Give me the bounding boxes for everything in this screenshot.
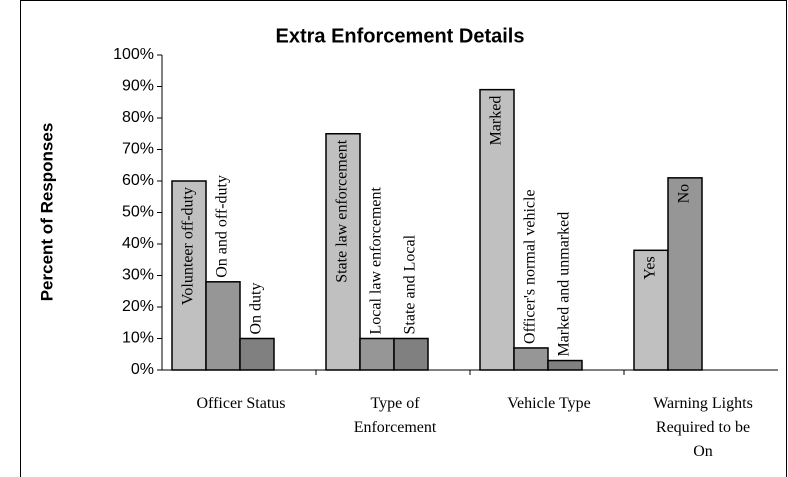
bar [239,337,275,371]
bar [205,281,241,371]
chart-frame [20,0,787,477]
y-tick-label: 20% [122,298,154,315]
y-tick-label: 40% [122,235,154,252]
bar-label: On duty [248,283,265,335]
chart-title: Extra Enforcement Details [276,25,525,47]
bar-label: State law enforcement [334,139,351,283]
y-tick-label: 70% [122,141,154,158]
y-tick-label: 10% [122,330,154,347]
bar [479,88,515,371]
bar [547,359,583,371]
bar-label: Local law enforcement [368,186,385,334]
bar [393,337,429,371]
bar-label: Volunteer off-duty [180,187,197,305]
bar [667,177,703,371]
y-tick-label: 90% [122,78,154,95]
bar-label: No [676,184,693,204]
y-tick-label: 60% [122,172,154,189]
y-tick-label: 100% [113,46,154,63]
bar-label: State and Local [402,234,419,334]
y-tick-label: 50% [122,204,154,221]
bar-label: Officer's normal vehicle [522,189,539,344]
category-label: Warning Lights Required to be On [653,395,753,460]
bar [513,347,549,371]
y-tick-label: 80% [122,109,154,126]
bar-label: Marked [488,96,505,146]
bar-label: Yes [642,256,659,279]
bar [633,249,669,371]
bar [359,337,395,371]
y-tick-label: 30% [122,267,154,284]
bar-label: On and off-duty [214,175,231,278]
bar [171,180,207,371]
y-axis-label: Percent of Responses [37,123,56,302]
category-label: Officer Status [196,395,285,412]
bar-label: Marked and unmarked [556,212,573,357]
category-label: Type of Enforcement [354,395,437,436]
y-tick-label: 0% [131,361,154,378]
category-label: Vehicle Type [507,395,590,412]
bar [325,133,361,371]
